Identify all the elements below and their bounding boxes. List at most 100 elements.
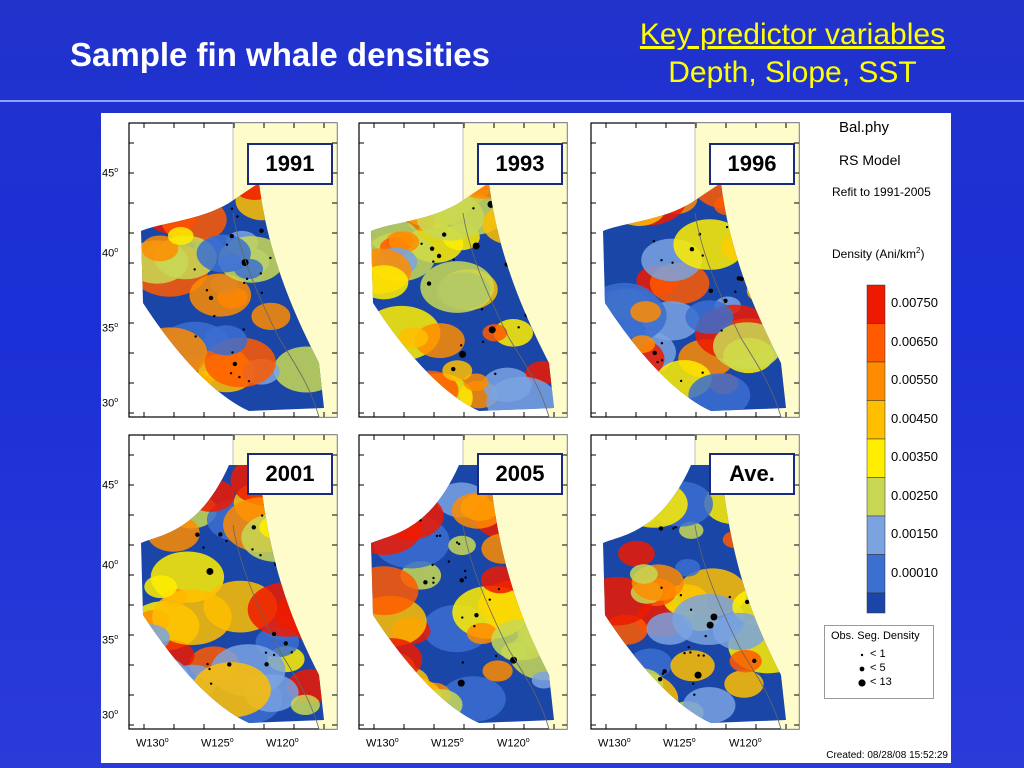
observation-dot xyxy=(708,288,714,294)
observation-dot xyxy=(231,351,234,354)
observation-dot xyxy=(701,254,704,257)
observation-dot xyxy=(689,651,692,654)
observation-dot xyxy=(481,340,485,343)
observation-dot xyxy=(693,693,696,696)
colorbar-label: 0.00650 xyxy=(891,333,938,349)
observation-dot xyxy=(264,651,268,654)
panel-label-3: 1996 xyxy=(709,143,795,185)
lon-tick-label: W125o xyxy=(201,737,234,750)
observation-dot xyxy=(656,360,659,364)
observation-dot xyxy=(720,329,723,332)
coastline xyxy=(462,524,550,730)
observation-dot xyxy=(202,546,205,549)
observation-dot xyxy=(251,548,254,551)
observation-dot xyxy=(195,532,200,537)
observation-dot xyxy=(213,314,216,318)
colorbar-segment xyxy=(866,477,886,517)
observation-dot xyxy=(426,281,432,286)
observation-dot xyxy=(232,361,238,367)
colorbar-segment xyxy=(866,438,886,478)
coastline xyxy=(462,212,550,418)
observation-dot xyxy=(459,578,464,583)
observation-dot xyxy=(452,258,455,261)
observation-dot xyxy=(259,272,262,275)
observation-dot xyxy=(236,215,239,218)
observation-dot xyxy=(652,240,656,243)
observation-dot xyxy=(494,654,498,658)
observation-dot xyxy=(692,682,695,685)
observation-dot xyxy=(463,569,467,573)
observation-dot xyxy=(245,277,249,281)
key-predictors: Key predictor variables Depth, Slope, SS… xyxy=(610,16,975,92)
observation-dot xyxy=(208,295,214,301)
observation-dot xyxy=(672,527,675,530)
observation-dot xyxy=(447,560,451,563)
observation-dot xyxy=(674,526,677,529)
coastline xyxy=(694,212,782,418)
colorbar-segment xyxy=(866,515,886,555)
observation-dot xyxy=(734,290,737,293)
observation-dot xyxy=(455,541,459,544)
observation-dot xyxy=(247,379,251,383)
observation-dot xyxy=(494,372,497,376)
lon-tick-label: W120o xyxy=(729,737,762,750)
colorbar-label: 0.00250 xyxy=(891,487,938,503)
panel-label-4: 2001 xyxy=(247,453,333,495)
panel-label-2: 1993 xyxy=(477,143,563,185)
observation-dot xyxy=(671,261,674,264)
map-panel-6 xyxy=(590,434,800,730)
observation-dot xyxy=(706,621,714,629)
colorbar xyxy=(866,284,886,614)
observation-dot xyxy=(472,207,475,210)
observation-dot xyxy=(457,542,461,546)
lat-tick-label: 35o xyxy=(102,322,119,335)
observation-dot xyxy=(657,676,663,682)
lat-tick-label: 35o xyxy=(102,634,119,647)
map-panel-5 xyxy=(358,434,568,730)
lat-tick-label: 30o xyxy=(102,397,119,410)
observation-dot xyxy=(229,372,233,375)
observation-dot xyxy=(464,576,467,579)
observation-dot xyxy=(260,514,264,517)
observation-dot xyxy=(435,534,439,538)
observation-dot xyxy=(208,667,211,671)
observation-dot xyxy=(193,268,196,271)
observation-dot xyxy=(725,225,729,229)
observation-dot xyxy=(269,256,272,260)
coastline xyxy=(694,524,782,730)
observation-dot xyxy=(238,375,241,379)
colorbar-label: 0.00150 xyxy=(891,526,938,541)
colorbar-label: 0.00450 xyxy=(891,410,938,426)
coastline xyxy=(232,524,320,730)
observation-dot xyxy=(431,563,434,567)
observation-dot xyxy=(701,371,704,374)
colorbar-label: 0.00550 xyxy=(891,372,938,387)
observation-dot xyxy=(704,634,707,638)
observation-dot xyxy=(205,289,209,292)
observation-dot xyxy=(260,291,264,294)
observation-dot xyxy=(679,379,683,383)
observation-dot xyxy=(474,612,479,618)
observation-dot xyxy=(436,253,442,259)
lat-tick-label: 45o xyxy=(102,167,119,180)
map-panel-2 xyxy=(358,122,568,418)
density-unit-label: Density (Ani/km2) xyxy=(832,246,925,261)
panel-label-5: 2005 xyxy=(477,453,563,495)
observation-dot xyxy=(702,654,705,657)
observation-dot xyxy=(209,682,213,685)
observation-dot xyxy=(728,595,732,599)
created-timestamp: Created: 08/28/08 15:52:29 xyxy=(826,750,948,761)
observation-dot xyxy=(218,532,223,537)
obs-item-1: < 1 xyxy=(870,648,886,660)
observation-dot xyxy=(687,646,690,649)
lat-tick-label: 40o xyxy=(102,247,119,260)
observation-dot xyxy=(438,534,442,537)
obs-dot-icons xyxy=(858,653,866,687)
observation-dot xyxy=(251,525,256,530)
observation-dot xyxy=(510,656,518,664)
observation-dot xyxy=(679,593,683,597)
observation-dot xyxy=(461,661,465,664)
observation-dot xyxy=(441,232,447,237)
key-variables: Depth, Slope, SST xyxy=(668,56,917,89)
observation-dot xyxy=(739,276,744,282)
